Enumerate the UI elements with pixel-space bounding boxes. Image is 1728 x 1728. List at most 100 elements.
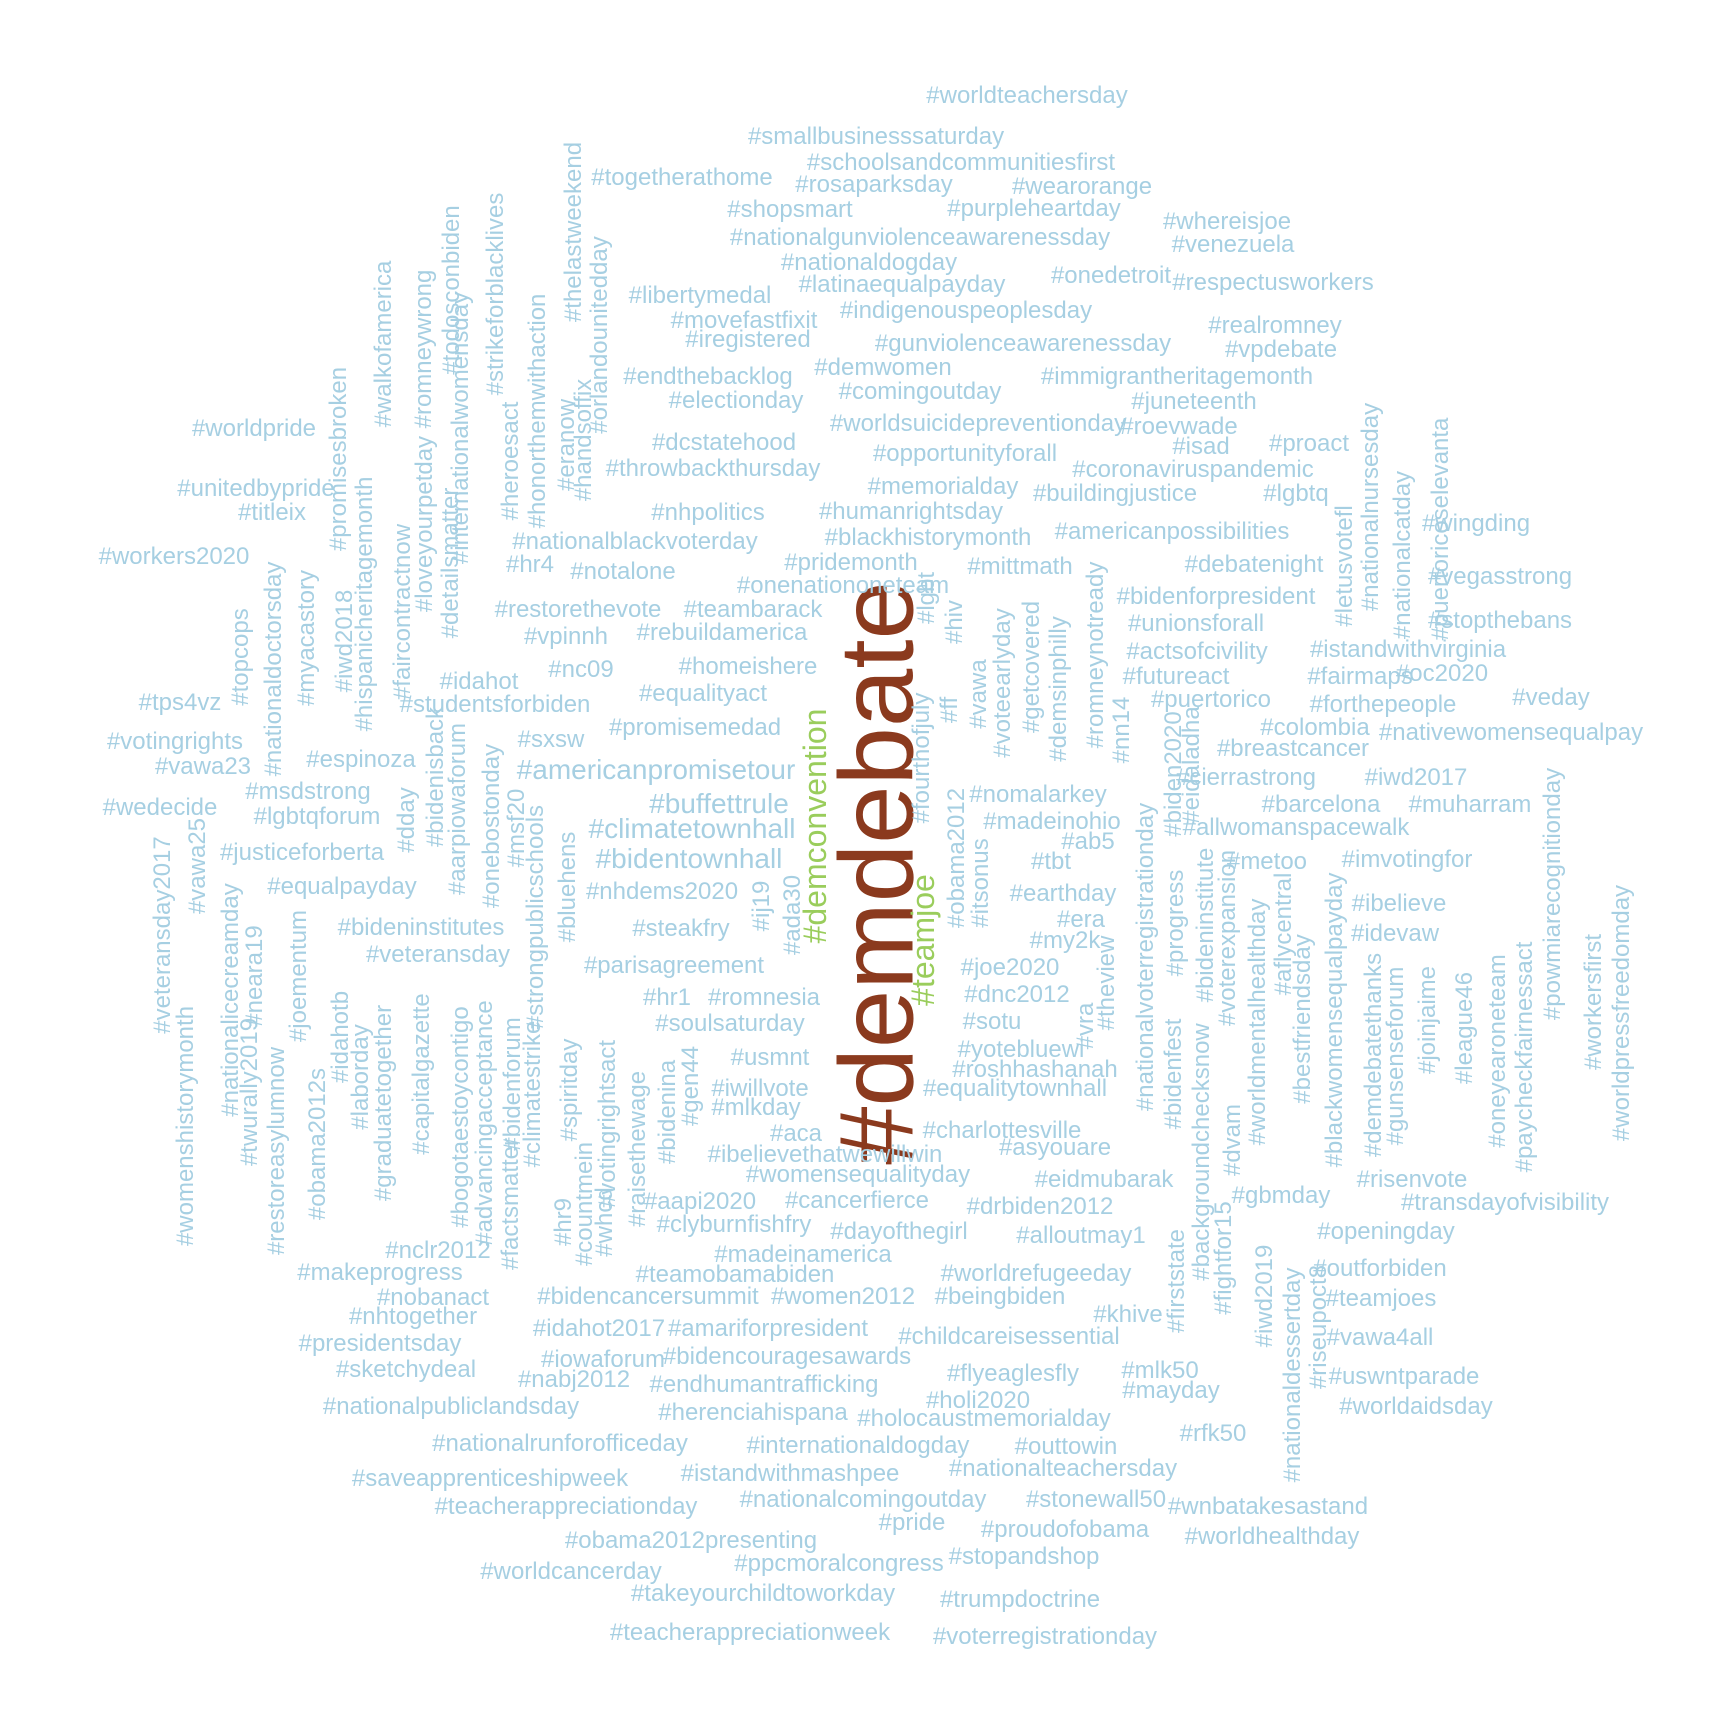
cloud-word: #nationalvoterregistrationday (1132, 802, 1159, 1112)
cloud-word: #nationalblackvoterday (512, 528, 758, 555)
cloud-word: #equalityact (638, 680, 768, 707)
cloud-word: #idevaw (1350, 920, 1440, 947)
cloud-word: #graduatetogether (370, 1004, 397, 1202)
cloud-word: #debatenight (1184, 551, 1324, 578)
cloud-word: #powmiarecognitionday (1539, 767, 1566, 1021)
cloud-word: #nc09 (548, 656, 614, 683)
cloud-word: #getcovered (1018, 600, 1045, 734)
cloud-word: #flyeaglesfly (946, 1360, 1080, 1387)
cloud-word: #lgbtq (1263, 480, 1329, 507)
cloud-word: #myacastory (293, 569, 320, 707)
cloud-word: #firststate (1163, 1228, 1190, 1334)
cloud-word: #vawa23 (154, 753, 252, 780)
cloud-word: #stonewall50 (1025, 1486, 1167, 1513)
cloud-word: #aca (769, 1120, 823, 1147)
cloud-word: #iwd2019 (1251, 1244, 1278, 1348)
cloud-word: #teacherappreciationday (434, 1493, 698, 1520)
cloud-word: #ada30 (779, 874, 806, 956)
cloud-word: #futureact (1122, 663, 1230, 690)
cloud-word: #thelastweekend (560, 141, 587, 323)
cloud-word: #blackhistorymonth (824, 524, 1032, 551)
cloud-word: #opportunityforall (872, 440, 1058, 467)
cloud-word: #gen44 (677, 1045, 704, 1127)
cloud-word: #internationaldogday (746, 1432, 970, 1459)
cloud-word: #voteearlyday (989, 608, 1016, 758)
cloud-word: #capitalgazette (408, 993, 435, 1155)
cloud-word: #topcops (227, 608, 254, 706)
cloud-word: #latinaequalpayday (798, 271, 1006, 298)
cloud-word: #endthebacklog (623, 363, 793, 390)
cloud-word: #fourthofjuly (908, 692, 935, 824)
cloud-word: #ij19 (748, 880, 775, 932)
cloud-word: #climatetownhall (588, 813, 796, 844)
cloud-word: #tps4vz (138, 689, 222, 716)
cloud-word: #roevwade (1120, 413, 1238, 440)
cloud-word: #walkofamerica (370, 260, 397, 428)
cloud-word: #blackwomensequalpayday (1321, 872, 1348, 1168)
cloud-word: #vpinnh (523, 623, 609, 650)
cloud-word: #nationalcomingoutday (739, 1486, 987, 1513)
cloud-word: #venezuela (1171, 231, 1295, 258)
cloud-word: #americanpossibilities (1054, 518, 1290, 545)
cloud-word: #vawa (965, 659, 992, 729)
cloud-word: #outtowin (1014, 1433, 1118, 1460)
cloud-word: #handsoffix (570, 378, 597, 502)
cloud-word: #heroesact (497, 401, 524, 521)
cloud-word: #obama2012s (304, 1067, 331, 1221)
cloud-word: #idahot (439, 668, 519, 695)
cloud-word: #nationaldessertday (1279, 1267, 1306, 1483)
cloud-word: #nationaldogday (780, 249, 958, 276)
cloud-word: #league46 (1451, 971, 1478, 1085)
cloud-word: #bidenforpresident (1116, 583, 1316, 610)
cloud-word: #buffettrule (649, 788, 789, 819)
cloud-word: #onedetroit (1050, 262, 1172, 289)
cloud-word: #equalitytownhall (922, 1075, 1108, 1102)
cloud-word: #lgbtqforum (253, 803, 381, 830)
cloud-word: #pridemonth (784, 549, 918, 576)
cloud-word: #barcelona (1261, 791, 1381, 818)
cloud-word: #holi2020 (925, 1387, 1031, 1414)
cloud-word: #ppcmoralcongress (734, 1550, 944, 1577)
cloud-word: #nationalteachersday (948, 1455, 1178, 1482)
cloud-word: #tbt (1030, 848, 1072, 875)
cloud-word: #votingrightsact (594, 1039, 621, 1209)
cloud-word: #ab5 (1061, 828, 1115, 855)
cloud-word: #sketchydeal (335, 1356, 477, 1383)
cloud-word: #worldmentalhealthday (1244, 898, 1271, 1146)
cloud-word: #demsinphilly (1045, 616, 1072, 762)
cloud-word: #actsofcivility (1126, 638, 1268, 665)
cloud-word: #nobanact (376, 1284, 490, 1311)
cloud-word: #smallbusinesssaturday (747, 123, 1005, 150)
cloud-word: #shopsmart (727, 196, 853, 223)
cloud-word: #bidentownhall (595, 843, 783, 874)
cloud-word: #iwillvote (711, 1075, 809, 1102)
cloud-word: #worldaidsday (1339, 1393, 1493, 1420)
cloud-word: #humanrightsday (818, 498, 1004, 525)
cloud-word: #unitedbypride (177, 475, 335, 502)
cloud-word: #nationalgunviolenceawarenessday (729, 224, 1111, 251)
cloud-word: #steakfry (632, 915, 730, 942)
cloud-word: #obama2012presenting (564, 1527, 818, 1554)
cloud-word: #takeyourchildtoworkday (630, 1580, 896, 1607)
cloud-word: #proudofobama (980, 1516, 1150, 1543)
cloud-word: #cierrastrong (1175, 764, 1317, 791)
cloud-word: #endhumantrafficking (649, 1371, 879, 1398)
cloud-word: #msdstrong (245, 778, 371, 805)
cloud-word: #sxsw (517, 726, 585, 753)
cloud-word: #bidencouragesawards (662, 1343, 912, 1370)
cloud-word: #votingrights (106, 728, 244, 755)
cloud-word: #uswntparade (1328, 1363, 1480, 1390)
cloud-word: #wnbatakesastand (1167, 1493, 1369, 1520)
cloud-word: #istandwithmashpee (680, 1460, 900, 1487)
cloud-word: #eidmubarak (1034, 1166, 1174, 1193)
cloud-word: #iowaforum (540, 1346, 666, 1373)
cloud-word: #roshhashanah (952, 1056, 1118, 1083)
cloud-word: #voterexpansion (1214, 849, 1241, 1027)
cloud-word: #mlkday (711, 1094, 801, 1121)
cloud-word: #openingday (1317, 1218, 1455, 1245)
cloud-word: #fightfor15 (1210, 1201, 1237, 1315)
cloud-word: #veday (1512, 684, 1590, 711)
cloud-word: #spiritday (556, 1038, 583, 1142)
cloud-word: #breastcancer (1216, 735, 1370, 762)
